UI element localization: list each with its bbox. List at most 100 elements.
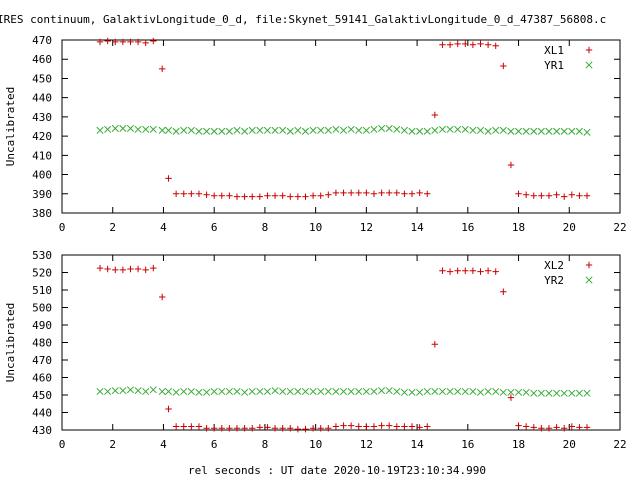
y-axis-label: Uncalibrated	[4, 303, 17, 382]
data-point	[347, 125, 355, 133]
data-point	[309, 192, 317, 199]
data-point	[484, 127, 492, 135]
data-point	[355, 387, 363, 396]
data-point	[355, 189, 362, 197]
data-point	[271, 192, 279, 199]
data-point	[476, 388, 485, 396]
y-tick-label: 510	[32, 284, 52, 297]
data-point	[553, 424, 560, 431]
figure-title: IRES continuum, GalaktivLongitude_0_d, f…	[0, 13, 606, 26]
data-point	[561, 193, 568, 200]
data-point	[393, 189, 400, 197]
data-point	[568, 191, 576, 198]
data-point	[180, 190, 187, 197]
data-point	[309, 425, 317, 432]
data-point	[347, 189, 355, 197]
x-tick-label: 6	[211, 221, 218, 234]
legend-marker	[585, 276, 593, 284]
y-tick-label: 430	[32, 424, 52, 437]
data-point	[226, 425, 233, 432]
data-point	[583, 389, 591, 397]
y-tick-label: 380	[32, 207, 52, 220]
data-point	[96, 264, 104, 272]
data-point	[530, 389, 538, 397]
data-point	[112, 38, 119, 46]
x-tick-label: 20	[563, 221, 576, 234]
data-point	[576, 424, 583, 431]
data-point	[203, 425, 210, 432]
data-point	[142, 125, 150, 133]
data-point	[332, 423, 340, 430]
data-point	[165, 405, 172, 413]
x-tick-label: 8	[262, 438, 269, 451]
data-point	[583, 128, 591, 136]
data-point	[476, 126, 485, 134]
data-point	[195, 127, 203, 135]
data-point	[332, 387, 340, 396]
data-point	[256, 126, 264, 134]
data-point	[461, 125, 469, 133]
y-tick-label: 460	[32, 53, 52, 66]
data-point	[241, 425, 248, 432]
data-point	[561, 425, 568, 432]
data-point	[279, 425, 286, 432]
x-tick-label: 22	[613, 438, 626, 451]
y-tick-label: 530	[32, 249, 52, 262]
data-point	[484, 41, 492, 49]
data-point	[454, 40, 461, 48]
data-point	[492, 42, 499, 49]
data-point	[340, 422, 347, 429]
data-point	[96, 38, 104, 46]
y-tick-label: 490	[32, 319, 52, 332]
data-point	[583, 192, 591, 199]
data-point	[309, 126, 317, 134]
data-point	[127, 265, 134, 273]
data-point	[249, 425, 256, 432]
data-point	[385, 189, 393, 197]
y-tick-label: 470	[32, 34, 52, 47]
data-point	[507, 161, 515, 169]
data-point	[104, 387, 112, 396]
data-point	[568, 423, 576, 430]
data-point	[256, 387, 264, 396]
x-tick-label: 2	[109, 221, 116, 234]
legend-marker	[585, 46, 593, 54]
data-point	[142, 387, 150, 396]
data-point	[180, 423, 187, 430]
data-point	[165, 175, 172, 182]
data-point	[256, 424, 264, 431]
data-point	[514, 127, 523, 135]
data-point	[324, 387, 332, 396]
data-point	[408, 190, 416, 197]
data-point	[164, 126, 173, 134]
legend-marker	[585, 261, 593, 269]
data-point	[537, 127, 545, 135]
data-point	[355, 423, 362, 430]
data-point	[515, 422, 522, 429]
data-point	[378, 124, 386, 132]
data-point	[317, 387, 325, 396]
data-point	[454, 267, 461, 274]
data-point	[431, 126, 439, 134]
x-tick-label: 14	[410, 438, 424, 451]
data-point	[302, 425, 309, 433]
data-point	[393, 125, 401, 133]
data-point	[301, 127, 310, 135]
data-point	[294, 193, 302, 200]
data-point	[188, 423, 195, 430]
data-point	[286, 127, 294, 135]
plot-frame	[61, 254, 621, 431]
data-point	[522, 388, 530, 396]
data-point	[187, 126, 195, 134]
data-point	[233, 387, 241, 396]
data-point	[538, 192, 545, 199]
legend-label: XL1	[544, 44, 564, 57]
x-tick-label: 0	[59, 438, 66, 451]
data-point	[522, 423, 530, 430]
data-point	[248, 126, 256, 134]
data-point	[317, 126, 325, 134]
data-point	[347, 387, 355, 396]
data-point	[339, 387, 348, 396]
data-point	[119, 124, 127, 132]
data-point	[249, 193, 256, 200]
